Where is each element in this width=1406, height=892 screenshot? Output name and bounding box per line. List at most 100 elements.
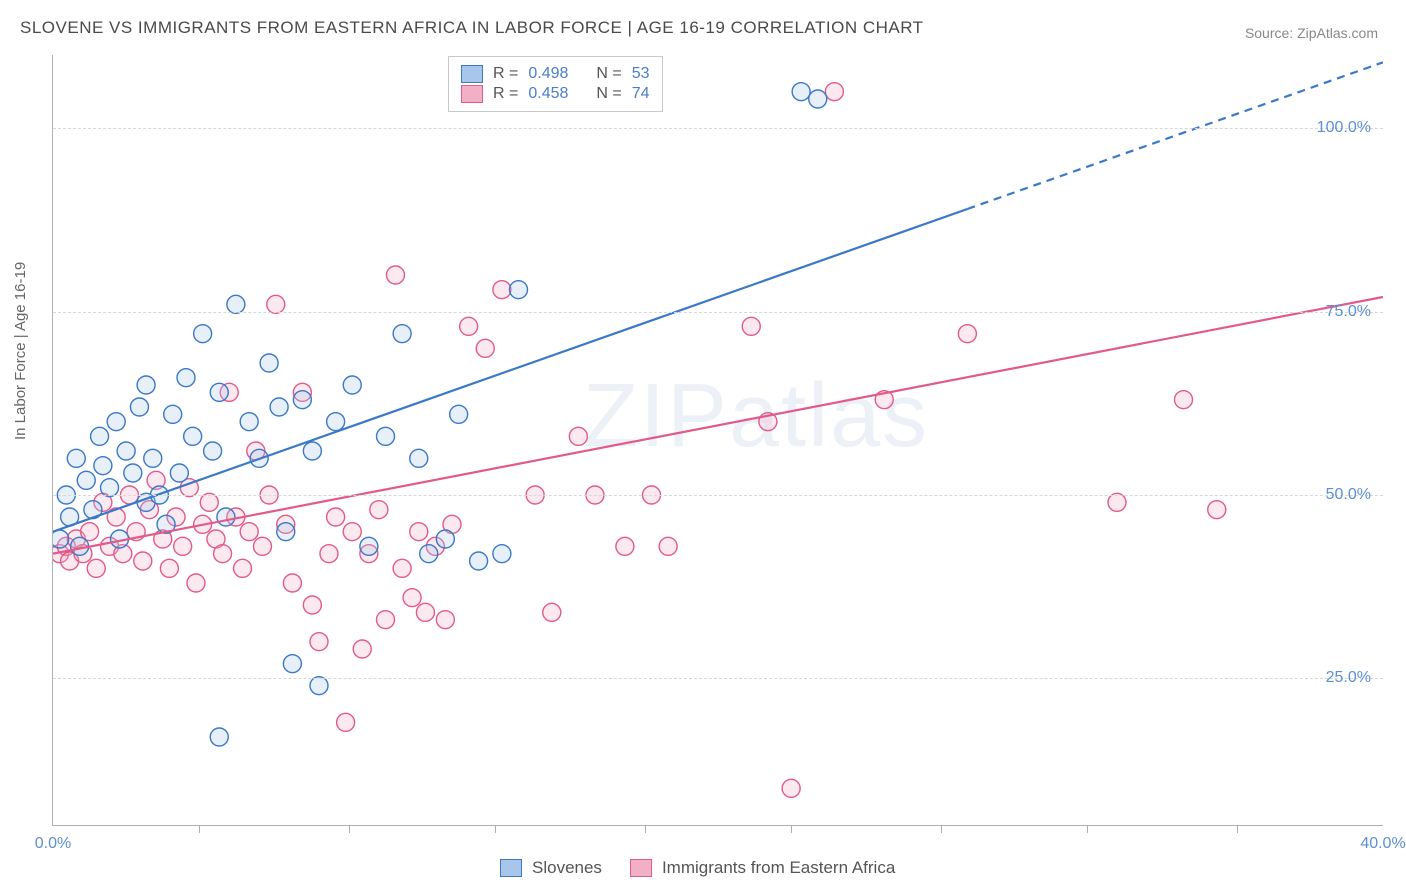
data-point <box>310 677 328 695</box>
source-label: Source: ZipAtlas.com <box>1245 25 1378 41</box>
data-point <box>134 552 152 570</box>
data-point <box>234 559 252 577</box>
legend-label: Slovenes <box>532 858 602 878</box>
data-point <box>410 523 428 541</box>
data-point <box>782 779 800 797</box>
gridline-h <box>53 678 1383 679</box>
data-point <box>210 383 228 401</box>
data-point <box>327 413 345 431</box>
data-point <box>337 713 355 731</box>
swatch-icon <box>630 859 652 877</box>
n-value: 53 <box>632 65 650 83</box>
series-legend: Slovenes Immigrants from Eastern Africa <box>500 858 895 878</box>
data-point <box>450 405 468 423</box>
data-point <box>310 633 328 651</box>
r-value: 0.458 <box>528 85 568 103</box>
data-point <box>393 559 411 577</box>
data-point <box>470 552 488 570</box>
data-point <box>403 589 421 607</box>
data-point <box>204 442 222 460</box>
data-point <box>260 354 278 372</box>
gridline-h <box>53 312 1383 313</box>
data-point <box>184 427 202 445</box>
data-point <box>283 655 301 673</box>
data-point <box>659 537 677 555</box>
data-point <box>87 559 105 577</box>
correlation-legend: R = 0.498 N = 53 R = 0.458 N = 74 <box>448 56 663 112</box>
legend-item-immigrants: Immigrants from Eastern Africa <box>630 858 895 878</box>
x-tick-mark <box>199 825 200 833</box>
data-point <box>1175 391 1193 409</box>
data-point <box>493 545 511 563</box>
data-point <box>616 537 634 555</box>
r-label: R = <box>493 85 518 103</box>
data-point <box>200 493 218 511</box>
data-point <box>91 427 109 445</box>
legend-item-slovenes: Slovenes <box>500 858 602 878</box>
data-point <box>124 464 142 482</box>
x-tick-mark <box>645 825 646 833</box>
legend-label: Immigrants from Eastern Africa <box>662 858 895 878</box>
data-point <box>393 325 411 343</box>
data-point <box>270 398 288 416</box>
data-point <box>144 449 162 467</box>
data-point <box>1108 493 1126 511</box>
x-tick-label: 40.0% <box>1360 835 1405 853</box>
gridline-h <box>53 128 1383 129</box>
x-tick-mark <box>495 825 496 833</box>
data-point <box>792 83 810 101</box>
swatch-immigrants <box>461 85 483 103</box>
data-point <box>277 523 295 541</box>
x-tick-mark <box>349 825 350 833</box>
data-point <box>303 596 321 614</box>
x-tick-mark <box>791 825 792 833</box>
r-value: 0.498 <box>528 65 568 83</box>
data-point <box>386 266 404 284</box>
data-point <box>742 317 760 335</box>
data-point <box>293 391 311 409</box>
gridline-h <box>53 495 1383 496</box>
data-point <box>958 325 976 343</box>
data-point <box>1208 501 1226 519</box>
data-point <box>436 530 454 548</box>
y-tick-label: 50.0% <box>1326 486 1371 504</box>
x-tick-mark <box>1237 825 1238 833</box>
data-point <box>320 545 338 563</box>
data-point <box>174 537 192 555</box>
data-point <box>170 464 188 482</box>
data-point <box>130 398 148 416</box>
chart-title: SLOVENE VS IMMIGRANTS FROM EASTERN AFRIC… <box>20 18 924 38</box>
data-point <box>510 281 528 299</box>
x-tick-mark <box>1087 825 1088 833</box>
y-tick-label: 75.0% <box>1326 303 1371 321</box>
data-point <box>267 295 285 313</box>
data-point <box>240 413 258 431</box>
data-point <box>210 728 228 746</box>
y-tick-label: 25.0% <box>1326 669 1371 687</box>
data-point <box>825 83 843 101</box>
chart-plot-area: ZIPatlas 25.0%50.0%75.0%100.0%0.0%40.0% <box>52 55 1383 826</box>
x-tick-mark <box>941 825 942 833</box>
x-tick-label: 0.0% <box>35 835 71 853</box>
data-point <box>107 413 125 431</box>
data-point <box>420 545 438 563</box>
data-point <box>94 457 112 475</box>
data-point <box>227 295 245 313</box>
data-point <box>809 90 827 108</box>
legend-row-immigrants: R = 0.458 N = 74 <box>461 85 650 103</box>
swatch-icon <box>500 859 522 877</box>
y-axis-label: In Labor Force | Age 16-19 <box>12 262 29 440</box>
data-point <box>194 325 212 343</box>
data-point <box>160 559 178 577</box>
data-point <box>303 442 321 460</box>
data-point <box>177 369 195 387</box>
data-point <box>343 376 361 394</box>
data-point <box>476 339 494 357</box>
data-point <box>436 611 454 629</box>
data-point <box>164 405 182 423</box>
legend-row-slovenes: R = 0.498 N = 53 <box>461 65 650 83</box>
data-point <box>217 508 235 526</box>
data-point <box>377 611 395 629</box>
data-point <box>187 574 205 592</box>
scatter-svg <box>53 55 1383 825</box>
